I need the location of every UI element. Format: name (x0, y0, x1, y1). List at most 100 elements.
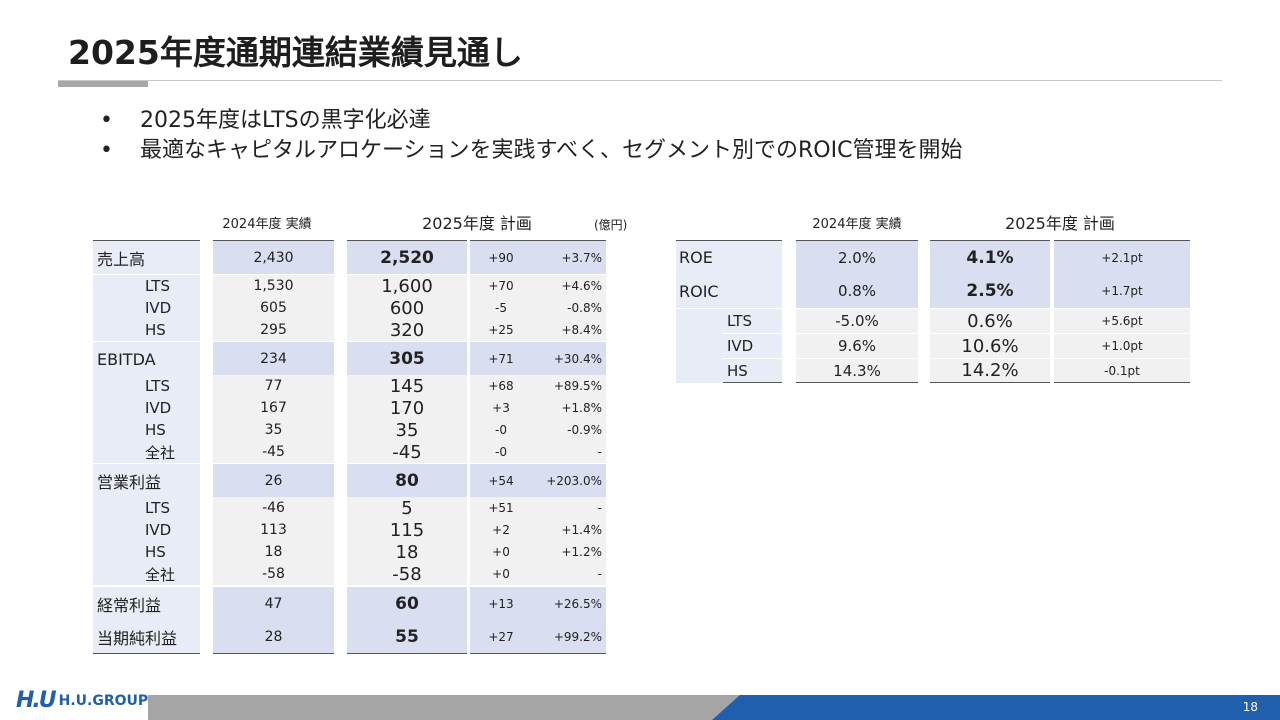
bullet-list: • 2025年度はLTSの黒字化必達 • 最適なキャピタルアロケーションを実践すべく… (100, 106, 962, 166)
plan-value: 2.5% (930, 274, 1050, 308)
row-label: 売上高 (93, 240, 200, 274)
page-title: 2025年度通期連結業績見通し (68, 33, 523, 72)
actual-value: -46 (213, 497, 334, 519)
row-sublabel: 全社 (141, 441, 200, 463)
actual-value: 234 (213, 342, 334, 376)
diff-value: +13 (470, 587, 532, 621)
group-indent-block (93, 275, 141, 341)
actual-value: 26 (213, 464, 334, 498)
row-sublabel: IVD (723, 334, 782, 358)
plan-value: -58 (347, 563, 467, 585)
diff-value: -0 (470, 419, 532, 441)
plan-value: 305 (347, 342, 467, 376)
pct-value: - (532, 497, 606, 519)
plan-value: 80 (347, 464, 467, 498)
actual-value: 295 (213, 319, 334, 341)
plan-value: 4.1% (930, 240, 1050, 274)
diff-value: +51 (470, 497, 532, 519)
actual-value: 28 (213, 620, 334, 654)
actual-value: 9.6% (796, 334, 918, 358)
footer-accent-bar (712, 695, 1280, 720)
pct-value: - (532, 563, 606, 585)
bullet-text: 最適なキャピタルアロケーションを実践すべく、セグメント別でのROIC管理を開始 (140, 138, 963, 163)
bullet-mark: • (100, 108, 113, 133)
plan-value: 170 (347, 397, 467, 419)
group-indent-block (676, 309, 723, 383)
unit-label: (億円) (594, 218, 628, 232)
plan-value: 35 (347, 419, 467, 441)
row-sublabel: HS (723, 359, 782, 383)
pct-value: -0.8% (532, 297, 606, 319)
actual-value: 605 (213, 297, 334, 319)
plan-value: 10.6% (930, 334, 1050, 358)
pct-value: +1.4% (532, 519, 606, 541)
row-sublabel: HS (141, 541, 200, 563)
bullet-text: 2025年度はLTSの黒字化必達 (140, 108, 431, 133)
actual-value: 1,530 (213, 275, 334, 297)
company-logo: H.U H.U.GROUP (16, 688, 148, 713)
row-sublabel: HS (141, 319, 200, 341)
diff-value: -0 (470, 441, 532, 463)
plan-value: 2,520 (347, 240, 467, 274)
pct-value: +3.7% (532, 240, 606, 274)
pct-value: +8.4% (532, 319, 606, 341)
right-header-plan: 2025年度 計画 (1005, 214, 1115, 233)
pct-value: +89.5% (532, 375, 606, 397)
actual-value: 14.3% (796, 359, 918, 383)
plan-value: 18 (347, 541, 467, 563)
title-divider (58, 80, 1222, 81)
diff-value: +71 (470, 342, 532, 376)
diff-value: +54 (470, 464, 532, 498)
row-sublabel: IVD (141, 519, 200, 541)
plan-value: 60 (347, 587, 467, 621)
row-label: 営業利益 (93, 464, 200, 498)
row-label: EBITDA (93, 342, 200, 376)
actual-value: 47 (213, 587, 334, 621)
title-accent-bar (58, 81, 148, 87)
diff-value: -0.1pt (1054, 359, 1190, 383)
diff-value: +5.6pt (1054, 309, 1190, 333)
diff-value: +70 (470, 275, 532, 297)
diff-value: +90 (470, 240, 532, 274)
actual-value: 35 (213, 419, 334, 441)
diff-value: +1.7pt (1054, 274, 1190, 308)
row-sublabel: IVD (141, 297, 200, 319)
row-label: ROE (676, 240, 782, 274)
plan-value: 115 (347, 519, 467, 541)
row-sublabel: LTS (141, 497, 200, 519)
pct-value: +99.2% (532, 620, 606, 654)
group-indent-block (93, 497, 141, 585)
bullet-mark: • (100, 138, 113, 163)
plan-value: -45 (347, 441, 467, 463)
actual-value: 2.0% (796, 240, 918, 274)
pct-value: - (532, 441, 606, 463)
pct-value: +30.4% (532, 342, 606, 376)
plan-value: 14.2% (930, 359, 1050, 383)
plan-value: 0.6% (930, 309, 1050, 333)
row-label: 当期純利益 (93, 620, 200, 654)
pct-value: +1.2% (532, 541, 606, 563)
diff-value: +0 (470, 563, 532, 585)
logo-mark: H.U (16, 688, 57, 713)
logo-text: H.U.GROUP (58, 692, 149, 709)
actual-value: -58 (213, 563, 334, 585)
plan-value: 145 (347, 375, 467, 397)
actual-value: 2,430 (213, 240, 334, 274)
diff-value: +2.1pt (1054, 240, 1190, 274)
bullet-item-2: • 最適なキャピタルアロケーションを実践すべく、セグメント別でのROIC管理を開始 (100, 136, 962, 166)
row-sublabel: IVD (141, 397, 200, 419)
diff-value: +1.0pt (1054, 334, 1190, 358)
diff-value: +3 (470, 397, 532, 419)
pct-value: +26.5% (532, 587, 606, 621)
actual-value: 18 (213, 541, 334, 563)
row-sublabel: LTS (141, 375, 200, 397)
plan-value: 55 (347, 620, 467, 654)
footer-bar (148, 695, 768, 720)
actual-value: -5.0% (796, 309, 918, 333)
row-sublabel: 全社 (141, 563, 200, 585)
left-header-actual: 2024年度 実績 (222, 217, 312, 232)
diff-value: +27 (470, 620, 532, 654)
pct-value: +203.0% (532, 464, 606, 498)
actual-value: 167 (213, 397, 334, 419)
plan-value: 320 (347, 319, 467, 341)
